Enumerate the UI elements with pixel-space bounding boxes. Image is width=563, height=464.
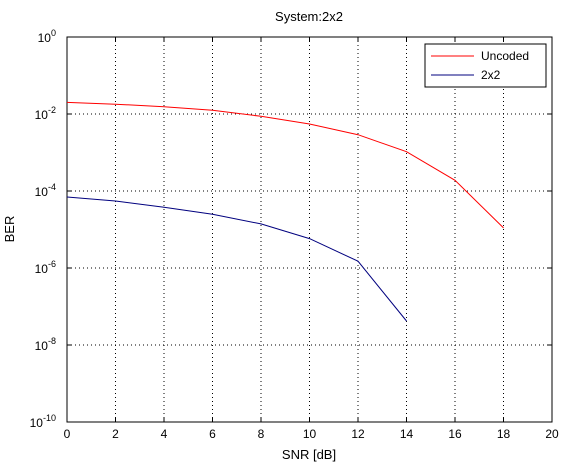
y-tick-label: 10-10 <box>30 413 56 430</box>
series <box>66 101 504 322</box>
y-tick-base: 10 <box>38 31 52 45</box>
y-tick-base: 10 <box>35 262 49 276</box>
y-tick-exponent: -4 <box>48 182 56 192</box>
series-line-2x2 <box>66 196 407 322</box>
x-tick-label: 14 <box>400 427 414 441</box>
x-tick-label: 0 <box>64 427 71 441</box>
x-tick-label: 16 <box>448 427 462 441</box>
y-tick-exponent: -8 <box>48 336 56 346</box>
y-tick-label: 10-8 <box>35 336 56 353</box>
legend-label-uncoded: Uncoded <box>481 49 529 63</box>
y-tick-base: 10 <box>35 108 49 122</box>
y-tick-label: 10-6 <box>35 259 56 276</box>
y-tick-label: 10-2 <box>35 105 56 122</box>
x-tick-label: 6 <box>209 427 216 441</box>
x-tick-label: 2 <box>112 427 119 441</box>
x-tick-label: 10 <box>303 427 317 441</box>
ticks: 0 2 4 6 8 10 12 14 16 18 2010010-210-410-610-810-1… <box>30 28 559 441</box>
y-tick-exponent: 0 <box>51 28 56 38</box>
x-tick-label: 20 <box>545 427 559 441</box>
chart-title: System:2x2 <box>275 9 343 24</box>
series-line-uncoded <box>66 101 504 229</box>
x-axis-label: SNR [dB] <box>282 447 336 462</box>
y-tick-exponent: -10 <box>43 413 56 423</box>
legend-box <box>424 43 547 88</box>
grid <box>67 37 552 422</box>
y-tick-label: 100 <box>38 28 56 45</box>
y-tick-base: 10 <box>35 185 49 199</box>
x-tick-label: 18 <box>497 427 511 441</box>
y-tick-base: 10 <box>35 339 49 353</box>
legend: Uncoded 2x2 <box>424 43 547 88</box>
x-tick-label: 4 <box>161 427 168 441</box>
y-tick-exponent: -2 <box>48 105 56 115</box>
y-tick-label: 10-4 <box>35 182 56 199</box>
y-axis-label: BER <box>2 216 17 243</box>
y-tick-exponent: -6 <box>48 259 56 269</box>
x-tick-label: 8 <box>258 427 265 441</box>
y-tick-base: 10 <box>30 416 44 430</box>
x-tick-label: 12 <box>351 427 365 441</box>
legend-label-2x2: 2x2 <box>481 68 501 82</box>
